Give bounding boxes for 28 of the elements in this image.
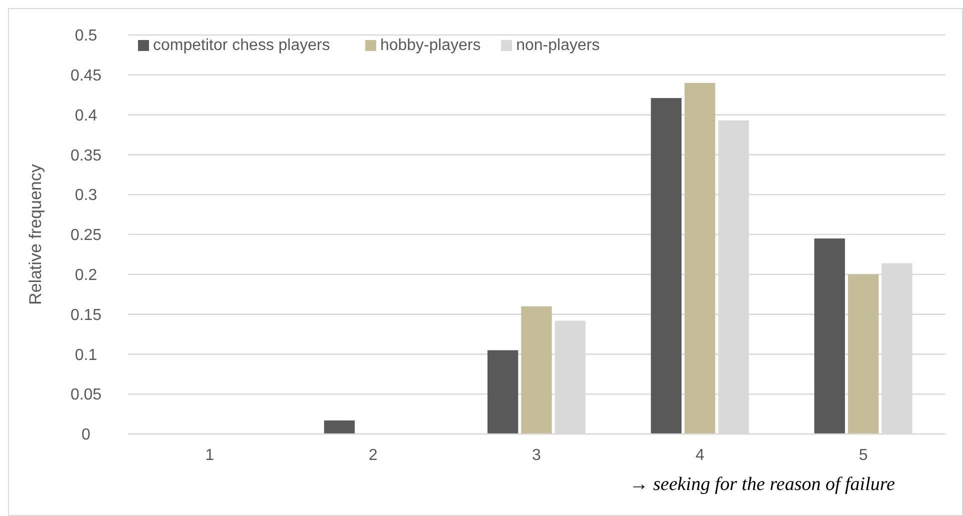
bar xyxy=(848,274,879,434)
text: → seeking for the reason of failure xyxy=(629,474,895,495)
y-tick-label: 0.25 xyxy=(70,227,102,244)
x-tick-label: 4 xyxy=(695,447,704,464)
bar xyxy=(650,98,682,434)
y-tick-label: 0.3 xyxy=(74,187,98,204)
x-tick-label: 1 xyxy=(205,447,214,464)
y-tick-label: 0.2 xyxy=(74,267,98,284)
bar xyxy=(521,306,552,434)
y-axis-title: Relative frequency xyxy=(26,164,45,305)
bar xyxy=(324,420,355,434)
x-tick-label: 2 xyxy=(368,447,378,464)
y-tick-label: 0 xyxy=(82,426,91,444)
y-tick-label: 0.1 xyxy=(74,346,98,364)
y-tick-label: 0.15 xyxy=(70,306,102,324)
bar xyxy=(814,238,845,434)
bar xyxy=(487,350,518,434)
y-tick-label: 0.45 xyxy=(70,68,102,84)
y-tick-label: 0.5 xyxy=(74,28,98,45)
x-tick-label: 3 xyxy=(532,447,542,464)
legend-label: competitor chess players xyxy=(153,37,330,54)
y-tick-label: 0.35 xyxy=(70,147,102,164)
x-tick-label: 5 xyxy=(858,447,868,464)
bar xyxy=(684,82,716,434)
y-tick-label: 0.4 xyxy=(74,107,98,124)
y-tick-label: 0.05 xyxy=(70,386,102,404)
legend-label: hobby-players xyxy=(380,37,481,54)
legend-label: non-players xyxy=(516,37,600,54)
